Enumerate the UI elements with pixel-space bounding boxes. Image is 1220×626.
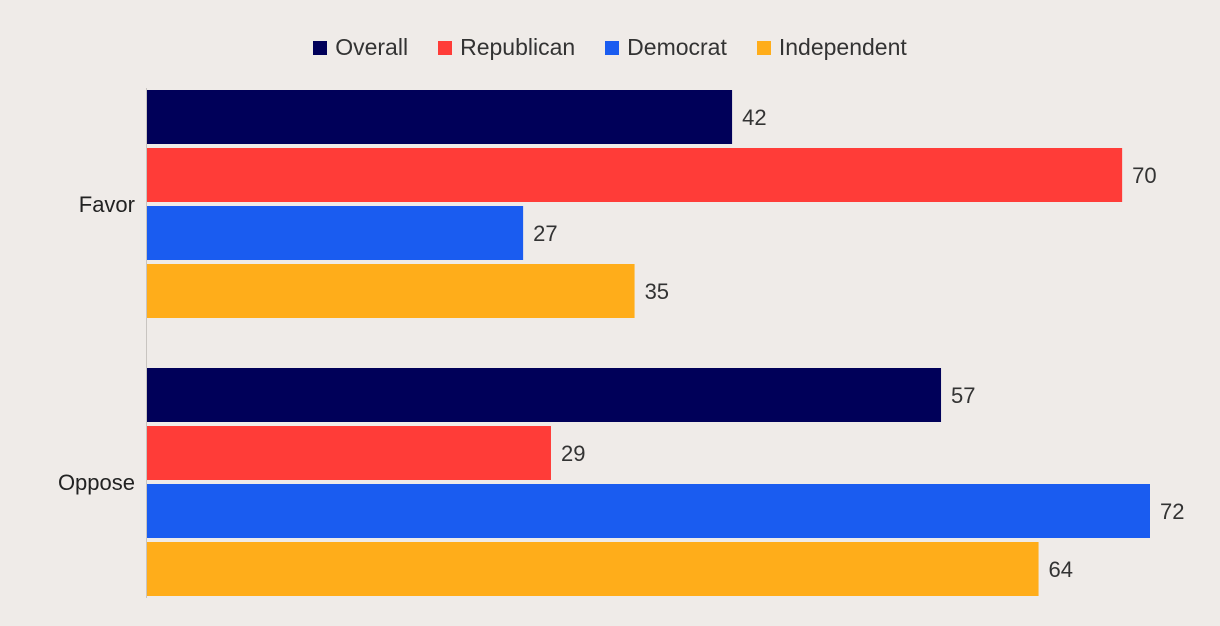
data-label-oppose-overall: 57: [951, 383, 975, 408]
data-label-favor-republican: 70: [1132, 163, 1156, 188]
bar-favor-republican: [147, 148, 1123, 202]
bar-oppose-overall: [147, 368, 942, 422]
legend-swatch-democrat: [605, 40, 620, 55]
bar-oppose-democrat: [147, 484, 1150, 538]
category-label-favor: Favor: [79, 192, 135, 217]
bar-oppose-independent: [147, 542, 1039, 596]
category-label-oppose: Oppose: [58, 470, 135, 495]
bar-favor-independent: [147, 264, 635, 318]
legend-label-democrat: Democrat: [627, 34, 727, 60]
legend-item-republican: Republican: [438, 34, 575, 61]
data-label-oppose-republican: 29: [561, 441, 585, 466]
data-label-favor-overall: 42: [742, 105, 766, 130]
legend-item-independent: Independent: [756, 34, 907, 61]
data-label-oppose-independent: 64: [1049, 557, 1073, 582]
data-label-favor-independent: 35: [645, 279, 669, 304]
data-label-favor-democrat: 27: [533, 221, 557, 246]
legend-label-overall: Overall: [335, 34, 409, 60]
legend-label-republican: Republican: [460, 34, 576, 60]
legend: Overall Republican Democrat Independent: [0, 34, 1220, 61]
bar-favor-democrat: [147, 206, 524, 260]
bar-favor-overall: [147, 90, 733, 144]
data-label-oppose-democrat: 72: [1160, 499, 1184, 524]
legend-swatch-overall: [313, 40, 328, 55]
legend-swatch-republican: [438, 40, 453, 55]
legend-swatch-independent: [756, 40, 771, 55]
bar-oppose-republican: [147, 426, 551, 480]
legend-label-independent: Independent: [778, 34, 907, 60]
legend-item-democrat: Democrat: [605, 34, 727, 61]
legend-item-overall: Overall: [313, 34, 408, 61]
